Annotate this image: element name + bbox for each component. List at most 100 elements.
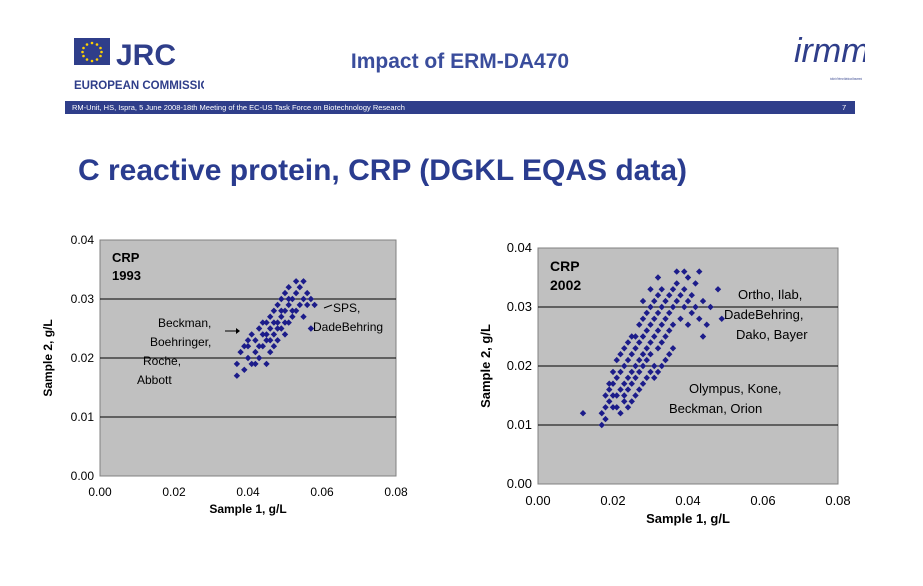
data-point [244, 354, 252, 362]
data-point [263, 360, 270, 368]
x-tick-label: 0.00 [88, 485, 112, 499]
data-point [692, 280, 699, 287]
data-point [647, 368, 654, 376]
data-point [292, 289, 300, 297]
data-point [252, 360, 259, 368]
data-point [628, 398, 635, 405]
data-point [300, 295, 307, 303]
data-point [274, 337, 281, 344]
data-point [662, 356, 669, 364]
data-point [696, 315, 703, 322]
data-point [654, 274, 662, 281]
data-point [639, 315, 647, 322]
y-tick-label: 0.02 [507, 358, 532, 373]
data-point [632, 333, 639, 340]
data-point [647, 321, 654, 328]
data-point [255, 354, 263, 362]
data-point [617, 410, 624, 417]
y-tick-label: 0.01 [507, 417, 532, 432]
annotation-label-upper: Ortho, Ilab, [738, 287, 802, 302]
annotation-label-upper: DadeBehring, [724, 307, 804, 322]
data-point [267, 325, 274, 332]
data-point [602, 415, 609, 423]
data-point [598, 421, 605, 429]
data-point [658, 286, 665, 293]
jrc-logo: JRC EUROPEAN COMMISSION [74, 38, 204, 92]
data-point [669, 345, 677, 352]
data-point [681, 303, 688, 311]
data-point [300, 278, 307, 285]
data-point [613, 374, 620, 381]
data-point [654, 309, 662, 317]
data-point [281, 307, 289, 314]
data-point [639, 362, 647, 370]
data-point [233, 372, 241, 379]
data-point [609, 404, 617, 411]
data-point [632, 374, 639, 381]
data-point [300, 313, 307, 320]
data-point [654, 345, 662, 352]
data-point [639, 333, 647, 340]
data-point [624, 374, 632, 381]
data-point [621, 392, 628, 399]
data-point [296, 301, 303, 309]
data-point [613, 404, 620, 411]
data-point [267, 337, 274, 344]
data-point [673, 268, 680, 275]
data-point [628, 380, 635, 387]
data-point [639, 380, 647, 387]
data-point [669, 303, 677, 311]
data-point [602, 404, 609, 411]
data-point [624, 339, 632, 346]
data-point [621, 398, 628, 405]
data-point [696, 268, 703, 275]
data-point [658, 339, 665, 346]
data-point [278, 325, 285, 332]
data-point [278, 295, 285, 303]
data-point [714, 286, 722, 293]
slide-title: C reactive protein, CRP (DGKL EQAS data) [78, 154, 688, 187]
data-point [307, 295, 315, 303]
data-point [628, 333, 635, 340]
annotation-label-right: SPS, [333, 301, 360, 315]
data-point [609, 380, 617, 387]
chart-subtitle: 2002 [550, 277, 581, 293]
european-commission-text: EUROPEAN COMMISSION [74, 80, 204, 92]
y-axis-label: Sample 2, g/L [478, 324, 493, 408]
data-point [285, 301, 292, 309]
data-point [237, 348, 244, 356]
data-point [628, 368, 635, 376]
data-point [233, 360, 241, 368]
data-point [643, 345, 650, 352]
chart-title: CRP [112, 250, 140, 265]
irmm-subtext: Institute for Reference Materials and Me… [830, 76, 862, 81]
data-point [274, 319, 281, 326]
annotation-arrow [323, 304, 333, 309]
data-point [658, 321, 665, 328]
data-point [613, 392, 620, 399]
data-point [636, 386, 643, 393]
scatter-chart-2002: 0.00 0.01 0.02 0.03 0.04 0.00 0.02 0.04 0.06 0.08… [478, 240, 851, 526]
data-point [270, 343, 278, 350]
data-point [263, 319, 270, 326]
data-point [281, 319, 289, 326]
y-tick-label: 0.04 [71, 233, 95, 247]
page-number: 7 [842, 103, 847, 112]
data-point [662, 315, 669, 322]
data-point [598, 410, 605, 417]
data-point [692, 303, 699, 311]
data-point [252, 348, 259, 356]
data-point [643, 327, 650, 334]
data-point [647, 286, 654, 293]
data-point [639, 351, 647, 358]
data-point [647, 339, 654, 346]
data-point [666, 309, 673, 317]
x-tick-label: 0.02 [162, 485, 186, 499]
data-point [606, 398, 613, 405]
annotation-label-left: Roche, [143, 354, 181, 368]
data-point [311, 301, 318, 309]
data-point [636, 368, 643, 376]
data-point [278, 313, 285, 320]
data-point [289, 313, 296, 320]
y-tick-label: 0.03 [507, 299, 532, 314]
